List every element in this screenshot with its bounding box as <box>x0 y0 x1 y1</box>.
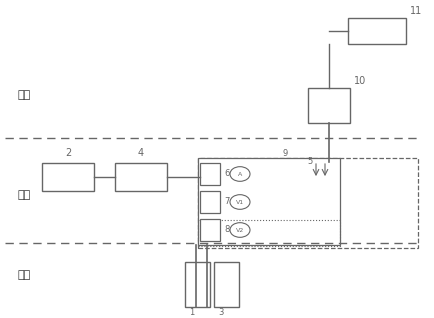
Text: 2: 2 <box>65 148 71 158</box>
Bar <box>198 158 418 248</box>
Text: A: A <box>238 171 242 176</box>
Bar <box>198 220 340 246</box>
Bar <box>308 88 350 123</box>
Text: 8: 8 <box>224 225 230 234</box>
Bar <box>115 163 167 191</box>
Text: 海泥: 海泥 <box>18 270 31 280</box>
Circle shape <box>230 223 250 237</box>
Bar <box>348 18 406 44</box>
Bar <box>42 163 94 191</box>
Text: 海水: 海水 <box>18 190 31 200</box>
Bar <box>200 163 220 185</box>
Text: 10: 10 <box>354 76 366 86</box>
Text: 空气: 空气 <box>18 90 31 100</box>
Text: V2: V2 <box>236 227 244 232</box>
Bar <box>200 219 220 241</box>
Text: 5: 5 <box>307 157 312 167</box>
Text: 7: 7 <box>224 197 230 206</box>
Text: 6: 6 <box>224 169 230 178</box>
Bar <box>200 191 220 213</box>
Text: 1: 1 <box>189 308 194 317</box>
Circle shape <box>230 195 250 209</box>
Circle shape <box>230 167 250 181</box>
Text: 3: 3 <box>218 308 224 317</box>
Text: 9: 9 <box>283 149 288 157</box>
Text: V1: V1 <box>236 199 244 204</box>
Bar <box>198 158 340 245</box>
Bar <box>185 262 210 307</box>
Text: 11: 11 <box>410 6 422 16</box>
Text: 4: 4 <box>138 148 144 158</box>
Bar <box>214 262 239 307</box>
